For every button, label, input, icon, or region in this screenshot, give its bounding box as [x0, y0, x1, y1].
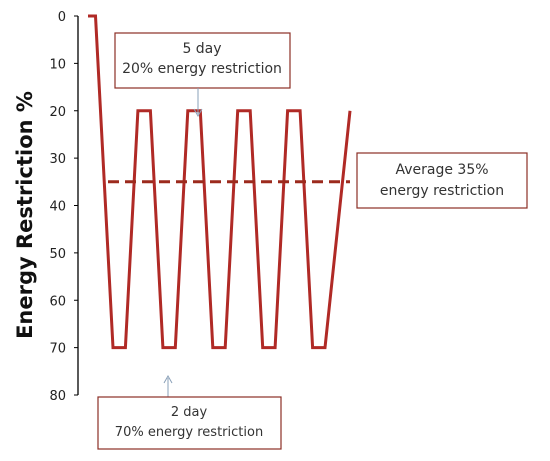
annotation-box [114, 32, 291, 89]
y-tick-label: 30 [49, 152, 66, 167]
y-tick-label: 60 [49, 294, 66, 309]
annotation-5-day: 5 day 20% energy restriction [114, 32, 291, 118]
y-tick-label: 0 [58, 10, 66, 25]
annotation-box [356, 152, 528, 209]
y-ticks: 0 10 20 30 40 50 60 70 80 [49, 10, 78, 404]
y-tick-label: 50 [49, 247, 66, 262]
annotation-box [97, 396, 282, 450]
annotation-line1: 5 day [182, 41, 221, 57]
y-tick-label: 40 [49, 200, 66, 215]
annotation-line2: energy restriction [380, 183, 504, 199]
series-group [88, 14, 352, 350]
annotation-line2: 20% energy restriction [122, 61, 282, 77]
y-tick-label: 10 [49, 57, 66, 72]
y-tick-label: 80 [49, 389, 66, 404]
y-tick-label: 20 [49, 105, 66, 120]
restriction-line [88, 14, 352, 350]
y-tick-label: 70 [49, 342, 66, 357]
annotation-average: Average 35% energy restriction [356, 152, 528, 209]
annotation-line1: Average 35% [395, 162, 488, 178]
arrow-head-icon [163, 374, 173, 384]
y-axis-label: Energy Restriction % [13, 91, 37, 339]
annotation-line2: 70% energy restriction [115, 425, 263, 440]
annotation-line1: 2 day [171, 405, 208, 420]
annotation-2-day: 2 day 70% energy restriction [97, 374, 282, 450]
arrow-head-icon [193, 108, 203, 118]
